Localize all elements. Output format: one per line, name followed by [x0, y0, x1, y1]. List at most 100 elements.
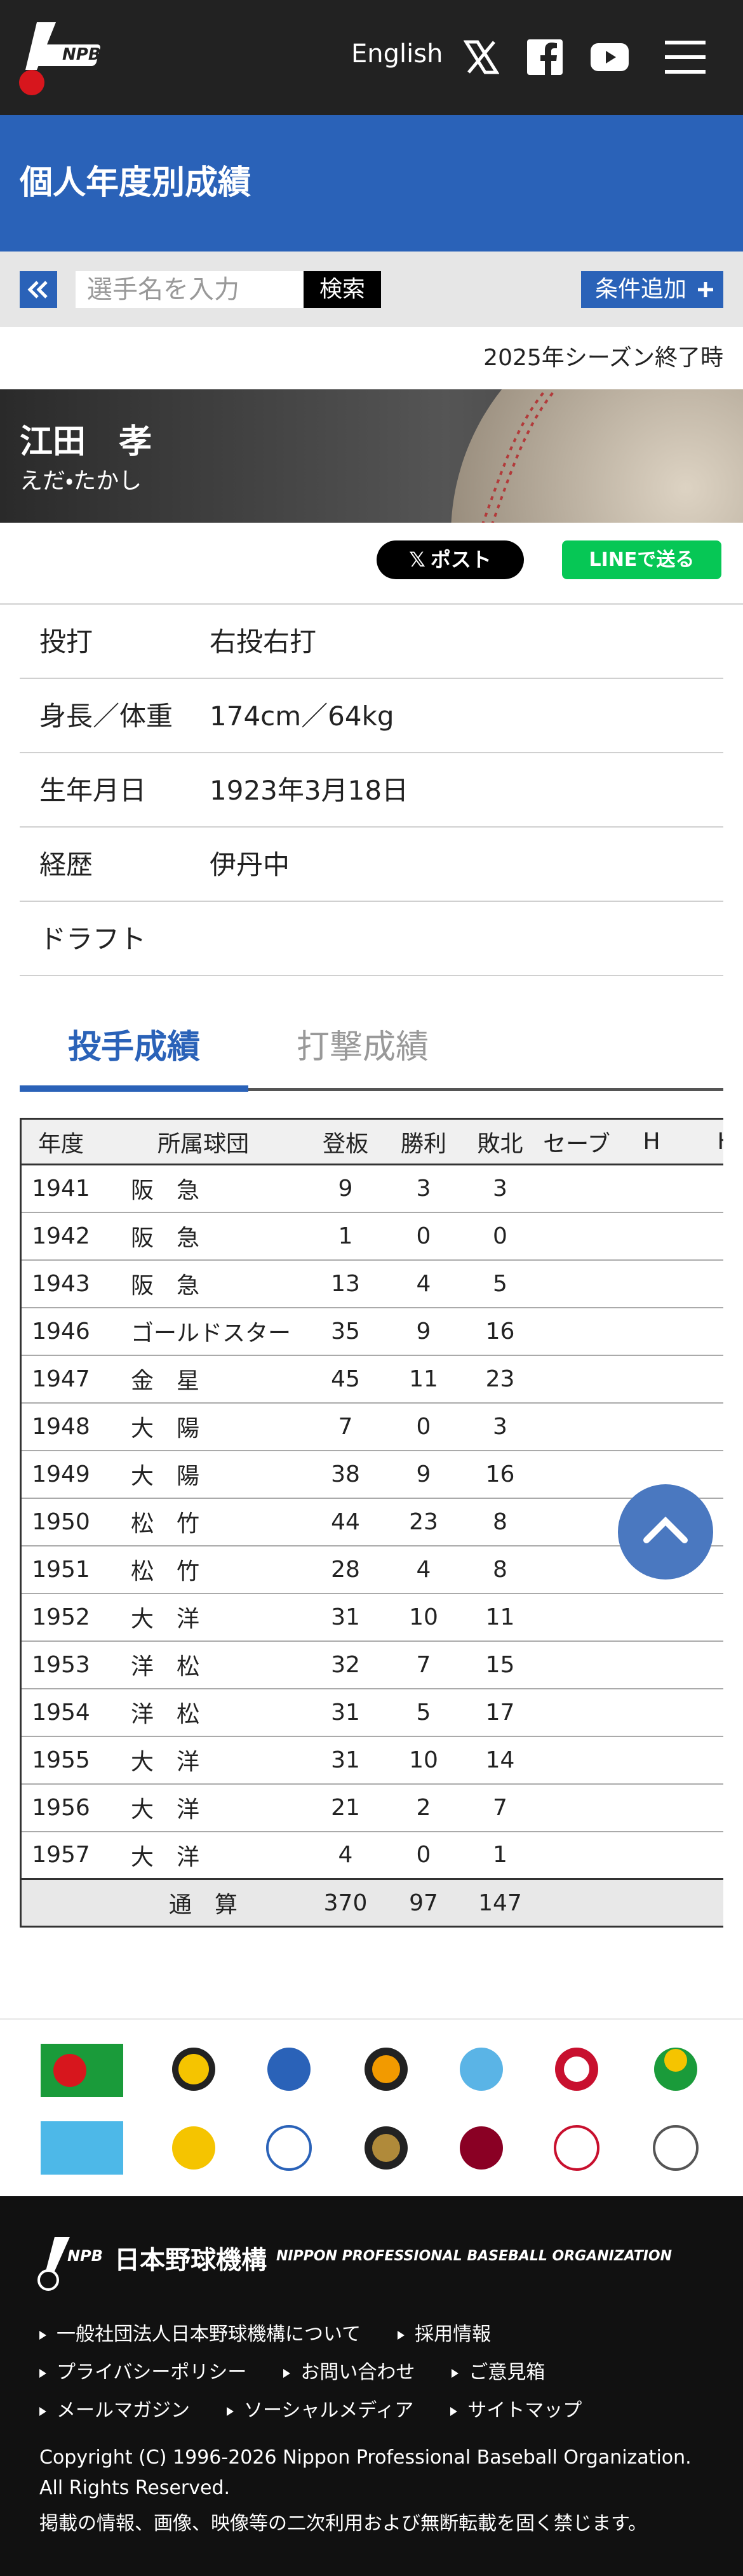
- stat-cell: 1952: [22, 1593, 100, 1642]
- player-banner: 江田 孝 えだ・たかし: [0, 389, 743, 523]
- x-icon[interactable]: [464, 39, 499, 75]
- tabs: 投手成績 打撃成績: [20, 1011, 723, 1093]
- stat-cell: 1: [462, 1831, 538, 1880]
- column-header: 登板: [306, 1118, 385, 1165]
- footer-link[interactable]: 一般社団法人日本野球機構について: [39, 2318, 361, 2346]
- search-input[interactable]: 選手名を入力: [76, 271, 304, 308]
- logo-text: NPB: [62, 45, 101, 64]
- search-button[interactable]: 検索: [304, 271, 381, 308]
- line-share-button[interactable]: LINEで送る: [562, 540, 721, 579]
- link-row: 一般社団法人日本野球機構について 採用情報: [39, 2318, 491, 2346]
- stat-cell: 44: [306, 1498, 385, 1546]
- x-share-button[interactable]: 𝕏 ポスト: [377, 540, 524, 579]
- footer-link[interactable]: サイトマップ: [450, 2394, 582, 2422]
- team-logo[interactable]: [653, 2125, 699, 2171]
- stat-cell: 8: [462, 1498, 538, 1546]
- stat-cell: 32: [306, 1640, 385, 1689]
- empty-cell: [615, 1783, 688, 1832]
- team-cell: 洋 松: [100, 1640, 306, 1689]
- footer-link[interactable]: ご意見箱: [452, 2356, 545, 2384]
- stat-cell: 3: [385, 1164, 462, 1213]
- empty-cell: [688, 1402, 723, 1451]
- stat-cell: 16: [462, 1307, 538, 1356]
- stat-cell: 14: [462, 1736, 538, 1785]
- stat-cell: 31: [306, 1593, 385, 1642]
- column-header: 年度: [22, 1118, 100, 1165]
- profile-label: ドラフト: [39, 923, 147, 955]
- empty-cell: [615, 1831, 688, 1880]
- table-row: 1946 ゴールドスター 35 9 16: [22, 1307, 723, 1356]
- team-cell: 大 陽: [100, 1402, 306, 1451]
- add-conditions-button[interactable]: 条件追加: [581, 271, 723, 308]
- team-cell: 阪 急: [100, 1212, 306, 1261]
- back-button[interactable]: [20, 271, 57, 308]
- facebook-icon[interactable]: [527, 39, 563, 75]
- table-body: 1941 阪 急 9 3 3 1942 阪 急 1 0 0 1943 阪 急 13 4 5 1946 ゴールドス…: [22, 1164, 723, 1928]
- youtube-icon[interactable]: [591, 43, 629, 71]
- profile-row: 投打 右投右打: [20, 605, 723, 679]
- stat-cell: 1: [306, 1212, 385, 1261]
- empty-cell: [538, 1212, 615, 1261]
- title-band: 個人年度別成績: [0, 115, 743, 252]
- team-logo[interactable]: [172, 2126, 215, 2170]
- stat-cell: 2: [385, 1783, 462, 1832]
- npb-logo[interactable]: NPB: [18, 19, 113, 98]
- empty-cell: [538, 1450, 615, 1499]
- team-logo[interactable]: [460, 2048, 503, 2091]
- table-row: 1943 阪 急 13 4 5: [22, 1259, 723, 1308]
- header-row: 年度所属球団登板勝利敗北セーブHH: [22, 1118, 723, 1165]
- team-logo[interactable]: [266, 2125, 312, 2171]
- team-logo[interactable]: [460, 2126, 503, 2170]
- empty-cell: [538, 1593, 615, 1642]
- stat-cell: 15: [462, 1640, 538, 1689]
- empty-cell: [538, 1878, 615, 1928]
- empty-cell: [615, 1736, 688, 1785]
- stat-cell: 45: [306, 1355, 385, 1404]
- column-header: H: [688, 1118, 723, 1165]
- footer-link[interactable]: ソーシャルメディア: [227, 2394, 413, 2422]
- menu-icon[interactable]: [665, 39, 706, 75]
- copyright-line: All Rights Reserved.: [39, 2477, 231, 2499]
- team-cell: 阪 急: [100, 1259, 306, 1308]
- stat-cell: 35: [306, 1307, 385, 1356]
- empty-cell: [688, 1212, 723, 1261]
- empty-cell: [538, 1498, 615, 1546]
- stat-cell: 1953: [22, 1640, 100, 1689]
- team-logo[interactable]: [554, 2125, 599, 2171]
- scroll-top-button[interactable]: [618, 1484, 713, 1580]
- empty-cell: [615, 1640, 688, 1689]
- x-share-label: ポスト: [430, 547, 492, 572]
- empty-cell: [688, 1688, 723, 1737]
- team-logo[interactable]: [267, 2048, 311, 2091]
- site-footer: NPB 日本野球機構 NIPPON PROFESSIONAL BASEBALL …: [0, 2196, 743, 2576]
- language-link[interactable]: English: [351, 39, 443, 69]
- page-title: 個人年度別成績: [20, 164, 251, 202]
- stat-cell: 23: [462, 1355, 538, 1404]
- footer-link[interactable]: メールマガジン: [39, 2394, 190, 2422]
- footer-link[interactable]: お問い合わせ: [283, 2356, 415, 2384]
- stat-cell: 3: [462, 1164, 538, 1213]
- x-share-mark: 𝕏: [409, 547, 425, 572]
- footer-link[interactable]: プライバシーポリシー: [39, 2356, 246, 2384]
- profile-value: 1923年3月18日: [210, 775, 409, 806]
- column-header: セーブ: [538, 1118, 615, 1165]
- empty-cell: [688, 1831, 723, 1880]
- tab[interactable]: 打撃成績: [296, 1028, 429, 1066]
- footer-logo[interactable]: NPB: [37, 2234, 113, 2291]
- team-cell: 大 洋: [100, 1783, 306, 1832]
- table-row: 1947 金 星 45 11 23: [22, 1355, 723, 1404]
- pacific-league-logo[interactable]: [41, 2121, 123, 2175]
- column-header: H: [615, 1118, 688, 1165]
- stat-cell: 38: [306, 1450, 385, 1499]
- total-cell: 370: [306, 1878, 385, 1928]
- stat-cell: 1950: [22, 1498, 100, 1546]
- footer-link[interactable]: 採用情報: [398, 2318, 491, 2346]
- player-name: 江田 孝: [20, 423, 152, 461]
- empty-cell: [538, 1783, 615, 1832]
- tab-active[interactable]: 投手成績: [67, 1028, 200, 1066]
- stat-cell: 31: [306, 1688, 385, 1737]
- stat-cell: 9: [385, 1450, 462, 1499]
